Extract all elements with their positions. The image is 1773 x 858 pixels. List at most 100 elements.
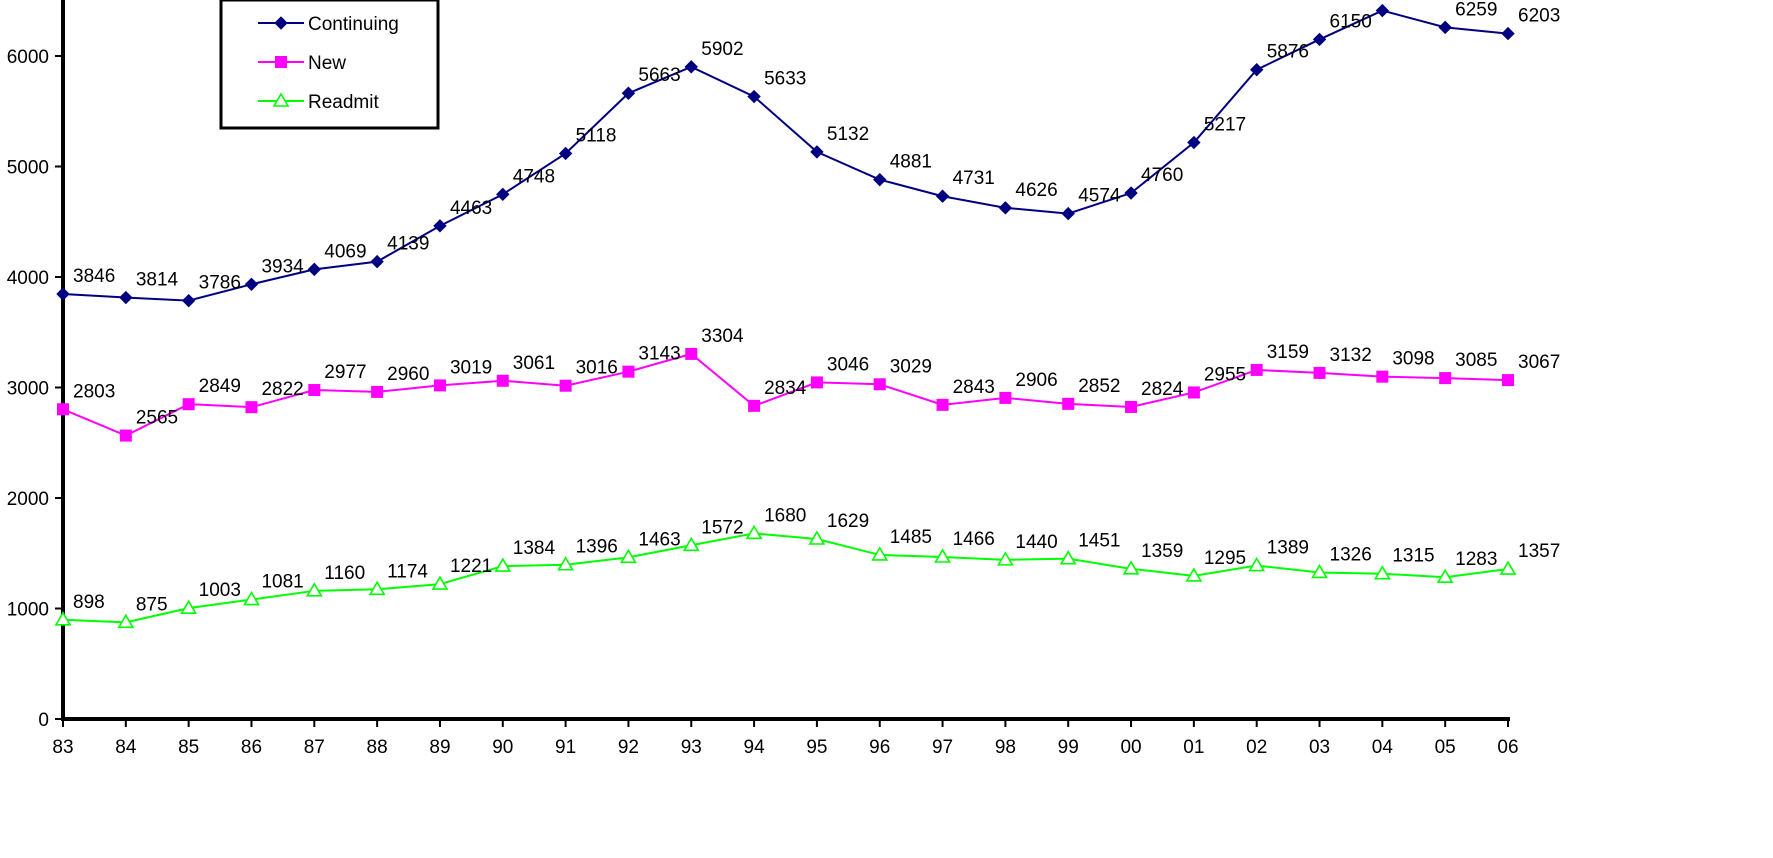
data-label-continuing: 6203 [1518, 6, 1560, 27]
x-tick-label: 89 [429, 737, 450, 758]
data-label-continuing: 6150 [1330, 11, 1372, 32]
x-tick-label: 00 [1120, 737, 1141, 758]
data-point-continuing [1375, 3, 1390, 18]
data-point-continuing [370, 254, 384, 269]
data-label-readmit: 1295 [1204, 548, 1246, 569]
data-point-continuing [621, 86, 636, 100]
data-label-new: 3143 [638, 344, 680, 365]
data-point-continuing [935, 189, 950, 203]
x-tick-label: 91 [555, 737, 576, 758]
x-tick-label: 97 [932, 737, 953, 758]
legend-label-new: New [308, 53, 346, 74]
data-label-readmit: 1572 [701, 517, 743, 538]
data-label-continuing: 5633 [764, 69, 806, 90]
data-label-readmit: 1466 [953, 529, 995, 550]
data-point-readmit [682, 536, 700, 552]
data-label-new: 2960 [387, 364, 429, 385]
y-tick-label: 2000 [7, 489, 49, 510]
data-label-continuing: 4626 [1015, 180, 1057, 201]
x-tick-label: 96 [869, 737, 890, 758]
data-point-new [433, 379, 446, 392]
data-point-readmit [1436, 568, 1454, 584]
data-point-new [999, 391, 1012, 404]
data-point-readmit [305, 582, 323, 597]
y-tick-label: 1000 [7, 600, 49, 621]
data-label-continuing: 5876 [1267, 42, 1309, 63]
data-label-new: 3046 [827, 354, 869, 375]
data-label-continuing: 3814 [136, 270, 179, 291]
data-point-new [1250, 363, 1263, 376]
x-tick-label: 83 [52, 737, 73, 758]
data-label-new: 2834 [764, 378, 807, 399]
data-point-new [622, 365, 635, 378]
data-point-continuing [56, 287, 70, 301]
data-label-continuing: 4881 [890, 152, 932, 173]
data-point-new [496, 374, 509, 387]
data-label-continuing: 3786 [199, 273, 241, 294]
data-label-continuing: 4760 [1141, 165, 1183, 186]
data-label-new: 2824 [1141, 379, 1184, 400]
data-point-readmit [431, 575, 449, 590]
data-point-readmit [1059, 550, 1077, 565]
data-label-readmit: 898 [73, 592, 105, 613]
data-point-readmit [1499, 560, 1517, 575]
data-point-readmit [1248, 556, 1266, 572]
data-label-readmit: 1221 [450, 556, 492, 577]
data-label-continuing: 3846 [73, 266, 115, 287]
data-point-readmit [934, 548, 951, 563]
x-tick-label: 99 [1058, 737, 1079, 758]
data-point-continuing [496, 187, 510, 202]
data-point-readmit [180, 599, 198, 614]
data-label-continuing: 6411 [1392, 0, 1433, 4]
x-tick-label: 90 [492, 737, 513, 758]
data-point-continuing [1312, 32, 1327, 47]
legend-marker-new [275, 56, 287, 68]
data-point-readmit [620, 548, 637, 564]
data-point-new [182, 398, 195, 411]
data-label-continuing: 4731 [953, 168, 995, 189]
data-label-readmit: 1081 [261, 572, 303, 593]
data-label-new: 3132 [1330, 345, 1372, 366]
data-label-readmit: 875 [136, 594, 168, 615]
data-point-new [1502, 374, 1514, 387]
data-label-readmit: 1440 [1015, 532, 1057, 553]
data-point-continuing [1501, 26, 1515, 41]
data-label-continuing: 5118 [576, 125, 617, 146]
x-tick-label: 94 [744, 737, 766, 758]
data-point-readmit [368, 580, 386, 596]
data-point-new [810, 376, 823, 389]
data-label-new: 2977 [324, 362, 366, 383]
data-label-new: 2955 [1204, 364, 1246, 385]
data-label-continuing: 6259 [1455, 0, 1497, 20]
data-label-readmit: 1629 [827, 511, 869, 532]
x-tick-label: 95 [806, 737, 827, 758]
data-label-new: 3098 [1392, 349, 1434, 370]
data-point-continuing [181, 293, 196, 308]
data-label-readmit: 1326 [1330, 544, 1372, 565]
x-tick-label: 05 [1435, 737, 1456, 758]
data-label-readmit: 1680 [764, 505, 806, 526]
data-label-readmit: 1485 [890, 527, 932, 548]
data-label-continuing: 4069 [324, 241, 366, 262]
data-label-continuing: 5902 [701, 39, 743, 60]
x-tick-label: 92 [618, 737, 639, 758]
y-tick-label: 0 [38, 710, 49, 731]
data-label-new: 3029 [890, 356, 932, 377]
data-point-new [1125, 400, 1138, 413]
data-label-continuing: 4574 [1078, 186, 1121, 207]
data-point-new [559, 379, 572, 392]
data-label-new: 2852 [1078, 376, 1120, 397]
data-label-new: 2822 [261, 379, 303, 400]
data-point-continuing [684, 60, 698, 74]
data-point-readmit [1373, 565, 1391, 580]
data-point-readmit [808, 530, 826, 545]
data-label-new: 3159 [1267, 342, 1309, 363]
data-point-continuing [1061, 206, 1075, 221]
data-point-continuing [873, 172, 887, 187]
series-lines [54, 3, 1517, 629]
data-point-new [119, 429, 132, 442]
data-point-continuing [810, 145, 824, 159]
x-tick-label: 98 [995, 737, 1016, 758]
data-point-readmit [871, 546, 889, 561]
legend: Continuing New Readmit [219, 0, 440, 130]
